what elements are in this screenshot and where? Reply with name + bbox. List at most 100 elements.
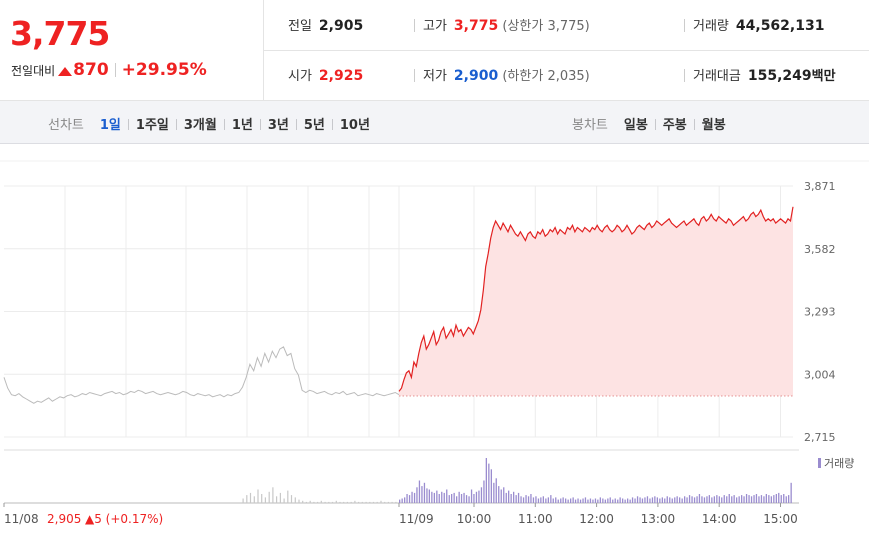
volume-bar: [372, 501, 375, 503]
volume-bar: [567, 499, 569, 503]
volume-bar: [654, 496, 656, 504]
volume-bar: [552, 498, 554, 503]
volume-bar: [743, 496, 745, 504]
volume-bar: [775, 494, 777, 503]
volume-bar: [768, 495, 770, 503]
volume-legend-label: 거래량: [824, 457, 854, 470]
volume-bar: [460, 494, 463, 503]
volume-bar: [343, 501, 345, 503]
tab-line-3[interactable]: 1년: [231, 118, 253, 133]
volume-bar: [520, 496, 522, 504]
tab-divider: [175, 119, 177, 130]
volume-bar: [703, 497, 706, 503]
volume-bar: [706, 496, 708, 504]
volume-bar: [622, 498, 624, 503]
volume-bar: [748, 495, 750, 503]
volume-bar: [261, 494, 263, 503]
volume-bar: [758, 496, 760, 504]
tab-line-1[interactable]: 1주일: [135, 118, 169, 133]
volume-bar: [508, 490, 510, 503]
volume-bar: [716, 495, 718, 503]
volume-bar: [557, 499, 559, 503]
volume-bar: [404, 497, 406, 503]
tab-divider: [654, 119, 656, 130]
volume-bar: [346, 501, 348, 503]
volume-bar: [778, 492, 780, 503]
volume-bar: [661, 497, 663, 503]
volume-bar: [574, 499, 577, 503]
volume-bar: [555, 497, 557, 503]
volume-bar: [688, 495, 691, 503]
volume-bar: [264, 497, 266, 503]
volume-bar: [428, 489, 430, 503]
volume-bar: [503, 487, 505, 503]
volume-bar: [579, 499, 582, 503]
volume-bar: [636, 496, 639, 504]
tab-line-5[interactable]: 5년: [303, 118, 325, 133]
stat-trade-amount: 거래대금 155,249백만: [684, 65, 836, 84]
volume-bar: [287, 490, 289, 503]
tab-line-4[interactable]: 3년: [267, 118, 289, 133]
tab-line-6[interactable]: 10년: [339, 118, 370, 133]
volume-bar: [478, 490, 480, 503]
volume-bar: [331, 501, 334, 503]
volume-bar: [257, 489, 259, 503]
up-arrow-icon: [58, 67, 73, 76]
x-tick-label: 12:00: [579, 512, 614, 526]
tab-line-0[interactable]: 1일: [99, 118, 121, 133]
volume-bar: [783, 494, 785, 503]
volume-bar: [671, 498, 673, 503]
volume-bar: [691, 496, 693, 504]
volume-bar: [612, 499, 614, 503]
x-tick-label: 11/08: [4, 512, 39, 526]
volume-bar: [570, 498, 572, 503]
volume-bar: [399, 499, 401, 503]
volume-bar: [738, 496, 740, 504]
volume-bar: [283, 498, 285, 503]
volume-bar: [547, 497, 549, 503]
tab-candle-1[interactable]: 주봉: [662, 118, 687, 133]
volume-bar: [669, 497, 671, 503]
volume-bar: [609, 497, 611, 503]
volume-bar: [358, 501, 360, 503]
volume-bar: [395, 501, 397, 503]
volume-bar: [686, 497, 688, 503]
volume-bar: [780, 495, 782, 503]
prev-day-close: 2,905: [47, 512, 81, 526]
volume-bar: [369, 501, 371, 503]
volume-bar: [619, 497, 621, 503]
volume-bar: [249, 492, 252, 503]
volume-bar: [641, 498, 644, 503]
candle-chart-title: 봉차트: [572, 118, 608, 133]
tab-candle-2[interactable]: 월봉: [701, 118, 726, 133]
volume-bar: [413, 492, 416, 503]
volume-bar: [560, 498, 562, 503]
y-tick-label: 2,715: [804, 431, 836, 444]
tab-line-2[interactable]: 3개월: [183, 118, 217, 133]
volume-bar: [268, 491, 270, 504]
stats-table: 전일 2,905 고가 3,775 (상한가 3,775) 거래량 44,562,13…: [264, 0, 869, 100]
volume-bar: [584, 497, 587, 503]
volume-bar: [535, 496, 537, 504]
volume-bar: [302, 500, 304, 504]
volume-bar: [294, 497, 296, 503]
volume-bar: [451, 494, 453, 503]
stat-volume: 거래량 44,562,131: [684, 15, 824, 34]
volume-bar: [276, 496, 278, 504]
y-tick-label: 3,004: [804, 368, 836, 381]
volume-bar: [525, 495, 527, 503]
volume-bar: [753, 495, 755, 503]
volume-bar: [458, 491, 460, 504]
volume-bar: [701, 496, 703, 504]
volume-bar: [317, 501, 319, 503]
volume-bar: [335, 500, 337, 504]
volume-bar: [565, 498, 567, 503]
stats-row-2: 시가 2,925 저가 2,900 (하한가 2,035) 거래대금 155,249백…: [264, 50, 869, 100]
volume-bar: [592, 499, 594, 503]
tab-candle-0[interactable]: 일봉: [623, 118, 648, 133]
volume-bar: [324, 501, 326, 503]
volume-bar: [309, 500, 311, 504]
volume-bar: [431, 491, 433, 504]
quote-header: 3,775 전일대비 870 +29.95% 전일 2,905 고가 3,775 (상한…: [0, 0, 869, 101]
volume-bar: [676, 496, 678, 504]
